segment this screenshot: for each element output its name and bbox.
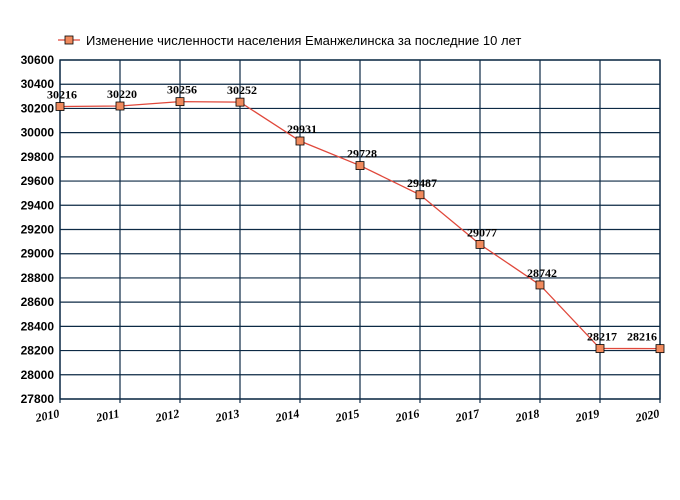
y-tick-label: 30600	[21, 53, 55, 67]
y-tick-label: 30400	[21, 77, 55, 91]
data-label: 28216	[627, 330, 657, 344]
data-labels: 30216 30220 30256 30252 29931 29728 29487 29077…	[47, 83, 657, 344]
series	[55, 97, 665, 354]
y-tick-label: 28000	[21, 368, 55, 382]
y-tick-label: 28200	[21, 344, 55, 358]
y-tick-label: 29000	[21, 247, 55, 261]
x-tick-label: 2018	[513, 406, 540, 425]
y-tick-label: 30000	[21, 126, 55, 140]
data-label: 28742	[527, 266, 557, 280]
y-tick-label: 29600	[21, 174, 55, 188]
x-tick-label: 2010	[33, 406, 60, 425]
x-tick-label: 2016	[393, 406, 420, 425]
data-point	[355, 161, 365, 170]
y-tick-label: 29200	[21, 223, 55, 237]
data-point	[55, 102, 65, 111]
data-label: 30220	[107, 87, 137, 101]
y-tick-label: 28400	[21, 319, 55, 333]
data-label: 29077	[467, 225, 497, 239]
data-point	[415, 190, 425, 200]
data-label: 30252	[227, 83, 257, 97]
data-label: 29931	[287, 122, 317, 136]
x-tick-label: 2011	[94, 406, 121, 425]
x-tick-label: 2017	[453, 406, 481, 425]
data-point	[115, 101, 125, 111]
data-point	[655, 344, 665, 354]
y-tick-label: 29800	[21, 150, 55, 164]
y-tick-label: 27800	[21, 392, 55, 406]
data-point	[295, 136, 305, 146]
data-point	[475, 239, 485, 249]
y-axis: 27800 28000 28200 28400 28600 28800 29000 29200…	[21, 53, 55, 406]
data-point	[595, 344, 605, 353]
x-tick-label: 2013	[213, 406, 240, 425]
x-tick-label: 2014	[273, 406, 300, 425]
x-axis: 2010 2011 2012 2013 2014 2015 2016 2017 2018 2019…	[33, 406, 660, 425]
data-point	[535, 280, 545, 290]
x-tick-label: 2020	[633, 406, 660, 425]
data-point	[235, 97, 245, 107]
legend-label: Изменение численности населения Еманжели…	[86, 33, 521, 48]
data-label: 29487	[407, 176, 437, 190]
data-point	[175, 97, 185, 107]
y-tick-label: 29400	[21, 198, 55, 212]
data-label: 28217	[587, 330, 617, 344]
legend: Изменение численности населения Еманжели…	[58, 33, 521, 48]
data-label: 30216	[47, 87, 77, 101]
y-tick-label: 28800	[21, 271, 55, 285]
y-tick-label: 28600	[21, 295, 55, 309]
plot-frame	[59, 59, 661, 400]
grid	[59, 59, 661, 403]
data-label: 29728	[347, 147, 377, 161]
legend-marker	[64, 35, 74, 45]
data-label: 30256	[167, 83, 197, 97]
x-tick-label: 2019	[573, 406, 600, 425]
x-tick-label: 2012	[153, 406, 180, 425]
x-tick-label: 2015	[333, 406, 360, 425]
y-tick-label: 30200	[21, 101, 55, 115]
